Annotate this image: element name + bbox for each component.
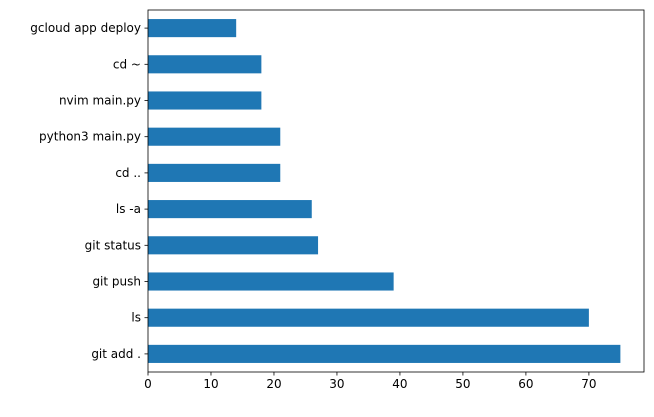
x-tick-label: 40 (392, 377, 407, 391)
x-tick-label: 30 (329, 377, 344, 391)
bar-cd- (148, 163, 281, 182)
x-tick-label: 50 (455, 377, 470, 391)
bar-git-add- (148, 344, 621, 363)
y-tick-label: cd ~ (113, 57, 141, 71)
bar-ls-a (148, 200, 312, 219)
bar-cd- (148, 55, 262, 74)
x-tick-label: 20 (266, 377, 281, 391)
y-tick-label: cd .. (115, 166, 141, 180)
bar-git-status (148, 236, 319, 255)
bars-layer (148, 19, 621, 363)
y-tick-label: git status (85, 238, 141, 252)
plot-frame-rect (147, 9, 645, 373)
bar-git-push (148, 272, 394, 291)
x-tick-label: 60 (518, 377, 533, 391)
y-tick-label: ls -a (116, 202, 141, 216)
y-tick-label: python3 main.py (39, 130, 141, 144)
x-tick-label: 10 (203, 377, 218, 391)
bar-ls (148, 308, 589, 327)
plot-frame (147, 9, 645, 373)
y-tick-label: git add . (91, 347, 141, 361)
bar-nvim-main-py (148, 91, 262, 110)
y-axis: git add . ls git push git status ls -a cd .. p… (30, 21, 148, 361)
bar-gcloud-app-deploy (148, 19, 237, 38)
x-tick-label: 0 (144, 377, 152, 391)
bar-python3-main-py (148, 127, 281, 146)
y-tick-label: gcloud app deploy (30, 21, 141, 35)
x-tick-label: 70 (581, 377, 596, 391)
y-tick-label: ls (131, 311, 141, 325)
y-tick-label: git push (92, 275, 141, 289)
x-axis: 0 10 20 30 40 50 60 70 (144, 372, 597, 391)
y-tick-label: nvim main.py (59, 94, 141, 108)
